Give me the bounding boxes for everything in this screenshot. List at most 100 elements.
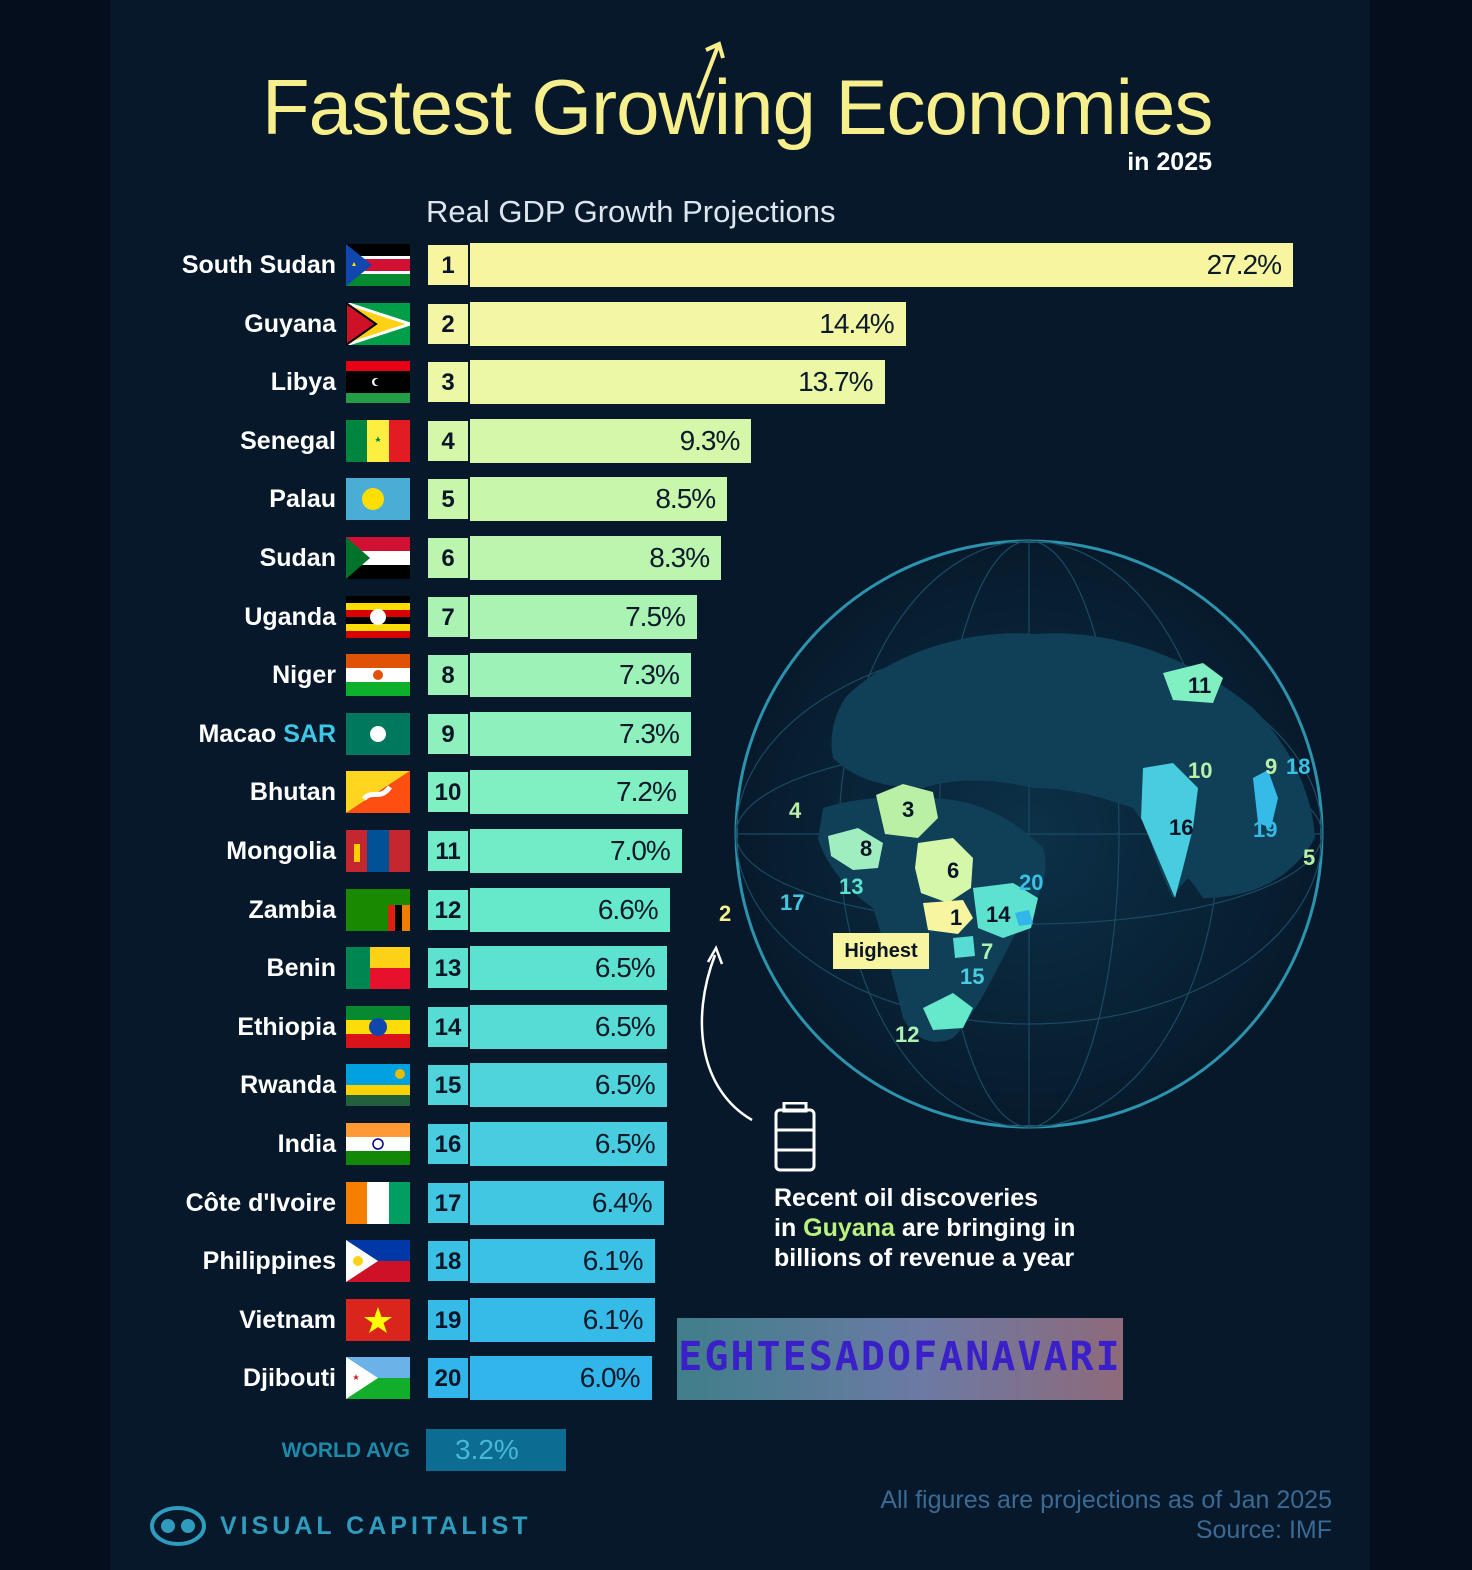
bar-value-label: 7.3% [619,659,680,691]
bar [470,946,667,991]
map-rank-label: 16 [1169,815,1194,840]
country-label: Niger [36,661,336,690]
bar-value-label: 8.5% [655,483,716,515]
country-label: Macao SAR [36,720,336,749]
world-globe-map [734,539,1324,1129]
rank-badge: 8 [426,653,470,698]
rank-badge: 11 [426,829,470,873]
bar-value-label: 13.7% [798,366,873,398]
map-rank-label: 17 [780,890,805,915]
rank-badge: 12 [426,887,470,932]
country-name: Guyana [244,309,336,338]
country-label: Sudan [36,544,336,573]
country-flag-icon [346,830,410,872]
country-name: Macao [198,719,277,748]
bar-value-label: 6.1% [582,1245,644,1277]
country-flag-icon [346,888,410,931]
rank-badge: 18 [426,1239,470,1284]
callout-line-1: Recent oil discoveries [774,1184,1039,1212]
bar [470,1356,652,1401]
map-rank-label: 5 [1303,845,1316,870]
country-name: Sudan [259,544,336,572]
country-suffix: SAR [276,719,336,748]
country-label: Philippines [36,1247,336,1276]
bar-value-label: 6.5% [594,952,656,984]
callout-highlight-guyana: Guyana [803,1214,895,1242]
country-flag-icon [346,771,410,814]
bar [470,301,906,346]
bar-value-label: 6.5% [594,1128,656,1159]
rank-badge: 20 [426,1356,470,1401]
bar-value-label: 6.6% [597,893,659,925]
bar [470,1239,655,1284]
callout-arrow [700,945,753,1122]
bar [470,536,722,580]
country-label: Libya [36,368,336,397]
map-rank-label: 4 [789,798,802,823]
footnote: All figures are projections as of Jan 20… [880,1486,1332,1514]
map-rank-label: 6 [947,858,960,883]
map-rank-label: 10 [1188,758,1213,783]
country-label: Rwanda [36,1071,336,1100]
map-rank-label: 12 [895,1022,920,1047]
world-avg-label: WORLD AVG [281,1439,410,1462]
rank-badge: 5 [426,477,470,522]
bar [470,1180,664,1225]
country-flag-icon [346,595,410,638]
country-name: Ethiopia [237,1012,336,1041]
country-flag-icon [346,947,410,990]
growth-arrow-icon [696,41,725,99]
rank-badge: 7 [426,594,470,639]
callout-line-3: billions of revenue a year [774,1244,1075,1272]
country-flag-icon [346,419,410,462]
country-flag-icon [346,478,410,521]
country-flag-icon [346,1005,410,1048]
country-name: Uganda [244,602,336,631]
country-label: Palau [36,485,336,514]
country-name: Senegal [240,426,336,455]
bar [470,418,752,463]
country-flag-icon [346,654,410,697]
bar [470,653,691,698]
country-flag-icon [346,244,410,286]
country-flag-icon [346,712,410,755]
country-name: Zambia [248,895,336,924]
bar [470,1297,655,1342]
country-flag-icon [346,1240,410,1283]
bar [470,477,728,522]
country-name: Benin [266,954,336,983]
country-label: India [36,1130,336,1159]
rank-badge: 3 [426,360,470,405]
rank-badge: 13 [426,946,470,991]
bar-value-label: 7.5% [625,600,686,632]
bar-value-label: 7.0% [609,835,671,866]
rank-badge: 2 [426,301,470,346]
country-flag-icon [346,302,410,345]
highest-badge: Highest [833,933,929,969]
country-label: Mongolia [36,837,336,866]
map-rank-label: 1 [950,905,963,930]
country-name: Philippines [202,1247,336,1276]
bar [470,887,670,932]
rank-badge: 16 [426,1122,470,1166]
country-label: Ethiopia [36,1013,336,1042]
watermark-text: EGHTESADOFANAVARI [678,1334,1122,1380]
rank-badge: 19 [426,1297,470,1342]
world-avg-value-label: 3.2% [455,1434,519,1465]
rank-badge: 1 [426,243,470,287]
rank-badge: 6 [426,536,470,580]
country-name: Rwanda [240,1071,336,1100]
country-flag-icon [346,1298,410,1341]
map-rank-label: 14 [986,902,1011,927]
country-label: Côte d'Ivoire [36,1189,336,1218]
country-name: Mongolia [226,837,336,865]
bar-value-label: 6.0% [579,1362,641,1394]
map-rank-label: 11 [1188,673,1212,698]
oil-callout: Recent oil discoveries in Guyana are bri… [774,1183,1134,1273]
map-rank-label: 13 [839,874,864,899]
bar [470,829,682,873]
brand-name: VISUAL CAPITALIST [220,1512,532,1540]
country-name: Libya [270,368,336,397]
country-flag-icon [346,1357,410,1400]
